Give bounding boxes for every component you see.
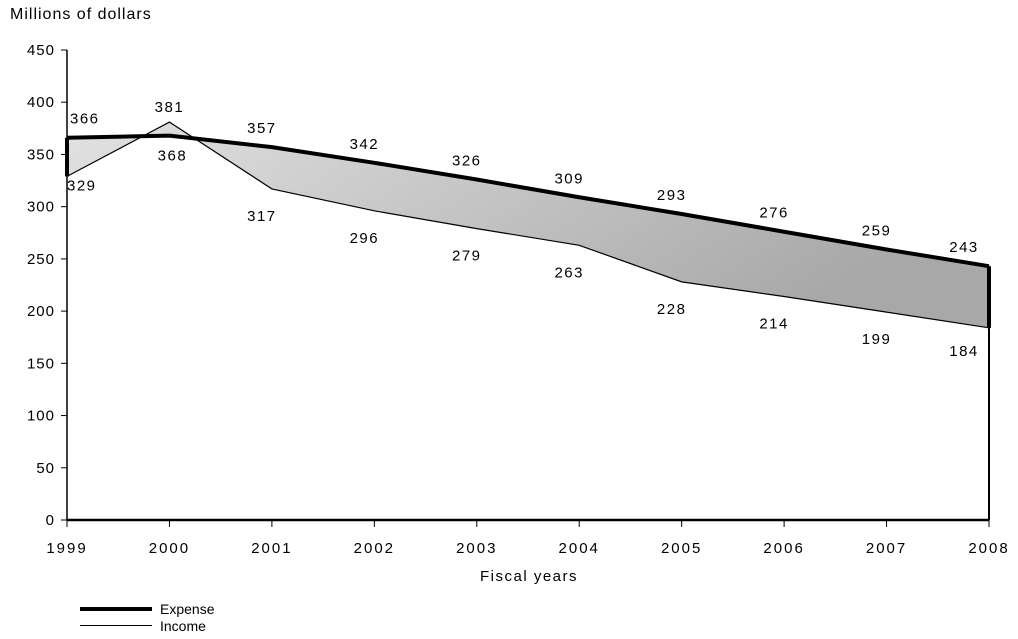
data-label-income: 184 [949, 343, 979, 360]
legend: Expense Income [80, 600, 214, 634]
data-label-income: 317 [247, 208, 277, 225]
y-tick-label: 150 [27, 355, 55, 372]
data-label-expense: 243 [949, 239, 979, 256]
x-tick-label: 1999 [46, 540, 87, 557]
legend-item-expense: Expense [80, 600, 214, 617]
x-axis-title: Fiscal years [479, 568, 579, 585]
data-label-expense: 293 [657, 187, 687, 204]
y-tick-label: 400 [27, 94, 55, 111]
legend-item-income: Income [80, 617, 214, 634]
data-label-expense: 326 [452, 153, 482, 170]
legend-label-income: Income [160, 617, 206, 634]
legend-swatch-income [80, 625, 152, 626]
gap-area [67, 122, 989, 328]
data-label-expense: 309 [554, 170, 584, 187]
data-label-expense: 366 [70, 111, 100, 128]
y-tick-label: 300 [27, 199, 55, 216]
x-tick-label: 2002 [354, 540, 395, 557]
x-tick-label: 2001 [251, 540, 292, 557]
x-tick-label: 2004 [559, 540, 600, 557]
data-label-income: 381 [155, 99, 185, 116]
data-label-expense: 342 [350, 136, 380, 153]
y-tick-label: 450 [27, 42, 55, 59]
series-line-income [66, 121, 990, 329]
data-label-expense: 368 [158, 148, 188, 165]
data-label-income: 199 [862, 331, 892, 348]
data-label-income: 214 [759, 315, 789, 332]
data-label-expense: 357 [247, 120, 277, 137]
y-tick-label: 350 [27, 146, 55, 163]
y-axis-title: Millions of dollars [10, 6, 152, 23]
y-tick-label: 0 [46, 512, 55, 529]
x-tick-label: 2008 [968, 540, 1009, 557]
series-line-expense [66, 133, 990, 269]
legend-label-expense: Expense [160, 600, 215, 617]
data-label-expense: 276 [759, 205, 789, 222]
data-label-income: 279 [452, 248, 482, 265]
x-tick-label: 2007 [866, 540, 907, 557]
x-tick-label: 2006 [763, 540, 804, 557]
x-tick-label: 2003 [456, 540, 497, 557]
x-tick-label: 2005 [661, 540, 702, 557]
data-label-income: 228 [657, 301, 687, 318]
y-tick-label: 50 [36, 460, 55, 477]
data-label-income: 329 [67, 177, 97, 194]
data-label-expense: 259 [862, 222, 892, 239]
x-tick-label: 2000 [149, 540, 190, 557]
data-label-income: 296 [350, 230, 380, 247]
y-tick-label: 250 [27, 251, 55, 268]
legend-swatch-expense [80, 606, 152, 611]
y-tick-label: 100 [27, 408, 55, 425]
data-label-income: 263 [554, 264, 584, 281]
y-tick-label: 200 [27, 303, 55, 320]
